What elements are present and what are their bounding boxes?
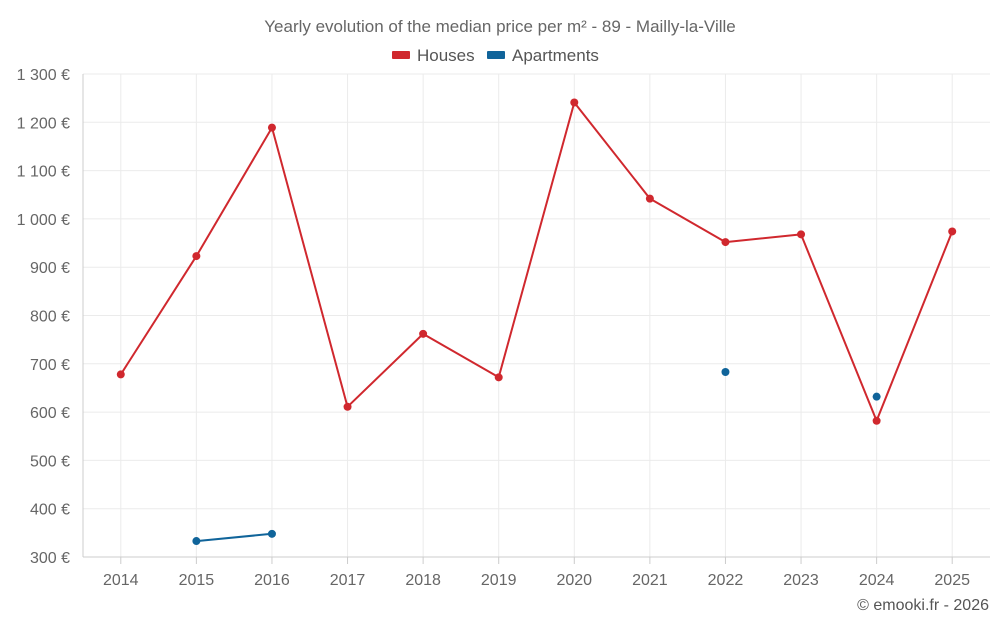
x-tick-label: 2017 <box>330 572 366 589</box>
data-point-houses[interactable] <box>948 227 957 236</box>
x-tick-label: 2022 <box>708 572 744 589</box>
legend-swatch-apartments <box>487 51 505 59</box>
data-point-apartments[interactable] <box>872 392 881 401</box>
chart-title: Yearly evolution of the median price per… <box>264 17 735 36</box>
series <box>116 98 957 546</box>
data-point-apartments[interactable] <box>721 368 730 377</box>
legend-item-houses[interactable]: Houses <box>392 46 475 65</box>
legend-label-apartments: Apartments <box>512 46 599 65</box>
data-point-houses[interactable] <box>494 373 503 382</box>
data-point-houses[interactable] <box>343 402 352 411</box>
x-tick-label: 2014 <box>103 572 139 589</box>
series-line-houses <box>119 101 954 422</box>
y-tick-label: 400 € <box>30 502 70 519</box>
data-point-houses[interactable] <box>797 230 806 239</box>
credit-text: © emooki.fr - 2026 <box>857 597 989 614</box>
data-point-apartments[interactable] <box>192 537 201 546</box>
legend-swatch-houses <box>392 51 410 59</box>
axes <box>82 74 990 564</box>
x-tick-label: 2023 <box>783 572 819 589</box>
x-axis-ticks: 2014 2015 2016 2017 2018 2019 2020 2021 2022 2023… <box>103 572 970 589</box>
y-tick-label: 1 000 € <box>17 212 70 229</box>
x-tick-label: 2025 <box>934 572 970 589</box>
x-tick-label: 2016 <box>254 572 290 589</box>
legend-item-apartments[interactable]: Apartments <box>487 46 599 65</box>
y-tick-label: 700 € <box>30 357 70 374</box>
y-tick-label: 500 € <box>30 453 70 470</box>
y-tick-label: 800 € <box>30 309 70 326</box>
data-point-apartments[interactable] <box>267 529 276 538</box>
grid <box>83 73 990 558</box>
y-tick-label: 1 300 € <box>17 67 70 84</box>
data-point-houses[interactable] <box>419 329 428 338</box>
series-line-apartments <box>196 532 273 543</box>
y-tick-label: 900 € <box>30 260 70 277</box>
y-tick-label: 1 200 € <box>17 115 70 132</box>
data-point-houses[interactable] <box>721 238 730 247</box>
legend-label-houses: Houses <box>417 46 475 65</box>
y-tick-label: 300 € <box>30 550 70 567</box>
y-tick-label: 1 100 € <box>17 164 70 181</box>
data-point-houses[interactable] <box>570 98 579 107</box>
legend: Houses Apartments <box>392 46 599 65</box>
x-tick-label: 2019 <box>481 572 517 589</box>
data-point-houses[interactable] <box>192 252 201 261</box>
x-tick-label: 2021 <box>632 572 668 589</box>
data-point-houses[interactable] <box>116 370 125 379</box>
x-tick-label: 2020 <box>556 572 592 589</box>
x-tick-label: 2018 <box>405 572 441 589</box>
data-point-houses[interactable] <box>872 416 881 425</box>
data-point-houses[interactable] <box>267 123 276 132</box>
data-point-houses[interactable] <box>645 194 654 203</box>
x-tick-label: 2024 <box>859 572 895 589</box>
y-axis-ticks: 300 € 400 € 500 € 600 € 700 € 800 € 900 € 1 000… <box>17 67 70 567</box>
x-tick-label: 2015 <box>179 572 215 589</box>
y-tick-label: 600 € <box>30 405 70 422</box>
